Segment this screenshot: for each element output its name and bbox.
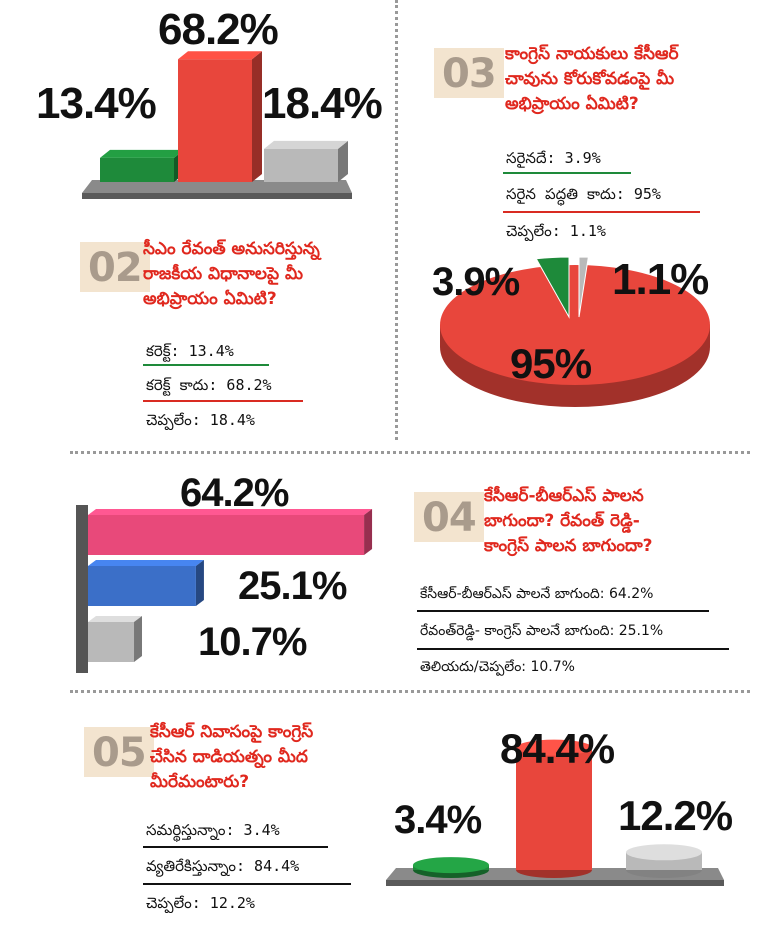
q03-question: కాంగ్రెస్ నాయకులు కేసీఆర్ చావును కోరుకోవ…: [505, 42, 755, 117]
q04-underline-2: [417, 648, 729, 650]
q04-underline-1: [417, 610, 709, 612]
q01-label-correct: 13.4%: [36, 79, 157, 128]
q01-bar-top: [264, 140, 348, 149]
q05-label-support: 3.4%: [394, 798, 482, 842]
q01-chart-base-top: [82, 180, 352, 193]
q04-question: కేసీఆర్-బీఆర్ఎస్ పాలన బాగుందా? రేవంత్ రె…: [484, 484, 754, 559]
q05-question-line: కేసీఆర్ నివాసంపై కాంగ్రెస్: [150, 722, 314, 742]
q05-answer-support: సమర్థిస్తున్నాం: 3.4%: [146, 821, 280, 839]
q04-bar-top: [88, 509, 373, 515]
q01-bar-top: [178, 51, 262, 60]
q04-bar: [88, 566, 196, 606]
q03-answer-not-right: సరైన పద్ధతి కాదు: 95%: [506, 185, 661, 203]
q04-question-line: బాగుందా? రేవంత్ రెడ్డి-: [484, 511, 640, 531]
q03-question-line: కాంగ్రెస్ నాయకులు కేసీఆర్: [505, 44, 679, 64]
q04-answer-revanth-congress: రేవంత్‌రెడ్డి- కాంగ్రెస్ పాలనే బాగుంది: …: [420, 623, 664, 639]
q01-bar-side: [338, 140, 348, 182]
q03-question-line: చావును కోరుకోవడంపై మీ: [505, 69, 675, 89]
q04-bar-side: [364, 509, 373, 555]
q02-question: సీఎం రేవంత్ అనుసరిస్తున్న రాజకీయ విధానాల…: [143, 237, 383, 312]
q02-underline-green: [143, 364, 269, 366]
q05-question-line: చేసిన దాడియత్నం మీద: [150, 747, 308, 767]
q04-answer-kcr-brs: కేసీఆర్-బీఆర్ఎస్ పాలనే బాగుంది: 64.2%: [420, 586, 654, 602]
q01-bar: [264, 148, 338, 182]
q05-answer-cant-say: చెప్పలేం: 12.2%: [146, 894, 255, 912]
q03-answer-cant-say: చెప్పలేం: 1.1%: [506, 222, 606, 240]
q02-answer-correct: కరెక్ట్: 13.4%: [146, 342, 234, 360]
q05-question: కేసీఆర్ నివాసంపై కాంగ్రెస్ చేసిన దాడియత్…: [150, 720, 400, 795]
q02-number: 02: [80, 242, 150, 292]
q01-bar-top: [100, 149, 184, 158]
q03-answer-right: సరైనదే: 3.9%: [506, 149, 601, 167]
q02-question-line: సీఎం రేవంత్ అనుసరిస్తున్న: [143, 239, 320, 259]
vertical-divider-top: [395, 0, 398, 440]
q04-label-revanth-congress: 25.1%: [238, 564, 347, 608]
q01-bar-side: [252, 51, 262, 182]
q05-chart-base-front: [386, 880, 724, 886]
q05-bar: [516, 747, 592, 870]
horizontal-divider-1: [70, 451, 750, 454]
q04-bar: [88, 515, 365, 555]
q05-label-cant-say: 12.2%: [618, 792, 733, 839]
q02-answer-not-correct: కరెక్ట్ కాదు: 68.2%: [146, 376, 272, 394]
q02-underline-red: [143, 400, 303, 402]
q03-question-line: అభిప్రాయం ఏమిటి?: [505, 94, 639, 114]
q01-bar: [178, 59, 252, 182]
q02-answer-cant-say: చెప్పలేం: 18.4%: [146, 411, 255, 429]
q04-answer-dont-know: తెలియదు/చెప్పలేం: 10.7%: [420, 659, 575, 675]
q03-pie-slice: [535, 256, 570, 319]
q02-question-line: రాజకీయ విధానాలపై మీ: [143, 264, 303, 284]
q05-cylinder-top: [413, 857, 489, 874]
q05-cylinder-top: [516, 739, 592, 756]
q04-bar-side: [195, 560, 204, 606]
q03-pie-slice: [578, 256, 589, 318]
q04-question-line: కేసీఆర్-బీఆర్ఎస్ పాలన: [484, 486, 644, 506]
q04-bar-top: [88, 616, 143, 622]
q05-question-line: మీరేమంటారు?: [150, 772, 250, 792]
q04-axis: [76, 505, 88, 673]
q05-underline-1: [143, 846, 328, 848]
q03-number: 03: [434, 48, 504, 98]
horizontal-divider-2: [70, 690, 750, 693]
q04-bar-top: [88, 560, 204, 566]
q03-label-right: 3.9%: [432, 260, 520, 304]
q03-label-cant-say: 1.1%: [612, 255, 709, 304]
q03-label-not-right: 95%: [510, 340, 592, 387]
q01-chart-base-front: [82, 193, 352, 199]
q04-bar-side: [134, 616, 143, 662]
q03-pie-slice: [440, 265, 710, 385]
q03-underline-green: [503, 172, 631, 174]
q04-bar: [88, 622, 135, 662]
q01-label-not-correct: 68.2%: [158, 5, 279, 54]
q04-label-dont-know: 10.7%: [198, 620, 307, 664]
q05-underline-2: [143, 883, 351, 885]
q05-label-oppose: 84.4%: [500, 725, 615, 772]
q05-number: 05: [84, 727, 154, 777]
q05-answer-oppose: వ్యతిరేకిస్తున్నాం: 84.4%: [146, 857, 300, 875]
q02-question-line: అభిప్రాయం ఏమిటి?: [143, 289, 277, 309]
q04-question-line: కాంగ్రెస్ పాలన బాగుందా?: [484, 536, 653, 556]
q04-label-kcr-brs: 64.2%: [180, 471, 289, 515]
q05-cylinder-top: [626, 844, 702, 861]
q04-number: 04: [414, 492, 484, 542]
q03-underline-red: [503, 211, 700, 213]
q01-bar: [100, 157, 174, 182]
q01-label-cant-say: 18.4%: [262, 79, 383, 128]
